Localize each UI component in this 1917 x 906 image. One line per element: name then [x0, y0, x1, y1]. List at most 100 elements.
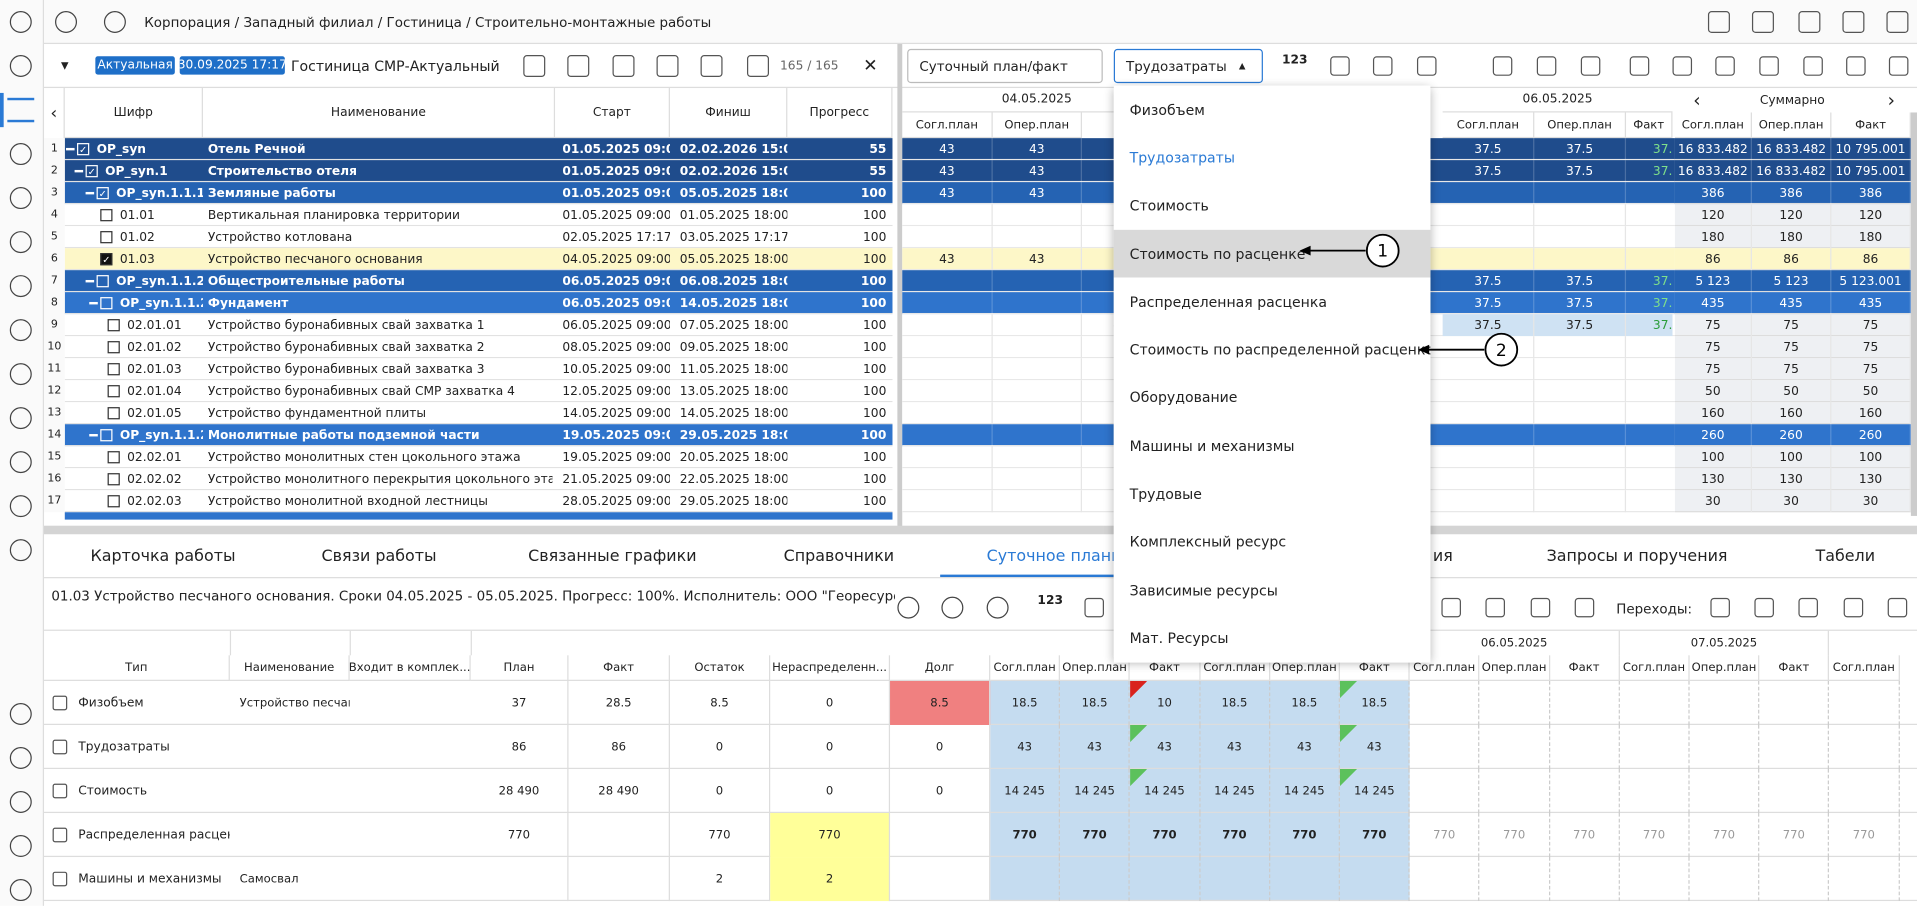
count-icon[interactable]: 123 — [1281, 53, 1308, 67]
icon[interactable] — [656, 55, 679, 78]
icon[interactable] — [1536, 56, 1557, 76]
checkbox[interactable] — [100, 429, 113, 442]
nav-icon[interactable] — [9, 275, 32, 298]
count-icon[interactable]: 123 — [1037, 593, 1063, 608]
icon[interactable] — [1843, 597, 1864, 618]
nav-icon[interactable] — [9, 451, 32, 474]
nav-icon[interactable] — [9, 319, 32, 342]
nav-icon-active[interactable] — [7, 97, 35, 123]
checkbox[interactable]: ✓ — [100, 253, 113, 266]
action-icon[interactable] — [897, 596, 920, 619]
task-row[interactable] — [64, 138, 893, 161]
icon[interactable] — [1846, 56, 1866, 76]
dropdown-item[interactable]: Стоимость — [1113, 181, 1431, 230]
icon[interactable] — [1530, 597, 1551, 618]
icon[interactable] — [1330, 56, 1350, 76]
dropdown-item[interactable]: Трудовые — [1113, 469, 1431, 518]
dropdown-item[interactable]: Зависимые ресурсы — [1113, 566, 1431, 615]
checkbox[interactable] — [96, 275, 109, 288]
task-row[interactable] — [64, 336, 893, 359]
icon[interactable] — [1798, 11, 1821, 34]
icon[interactable] — [1084, 597, 1104, 618]
checkbox[interactable] — [107, 385, 120, 398]
tab[interactable]: Связанные графики — [528, 547, 697, 566]
icon[interactable] — [1574, 597, 1595, 618]
icon[interactable] — [1485, 597, 1505, 618]
icon[interactable] — [1888, 56, 1909, 76]
nav-icon[interactable] — [9, 835, 32, 858]
task-row[interactable] — [64, 292, 893, 315]
icon[interactable] — [1672, 56, 1693, 76]
task-row[interactable] — [64, 248, 893, 271]
dropdown-item[interactable]: Комплексный ресурс — [1113, 517, 1431, 567]
checkbox[interactable] — [107, 451, 120, 464]
tab[interactable]: Табели — [1815, 547, 1876, 566]
task-row[interactable] — [64, 226, 893, 249]
dropdown-item[interactable]: Распределенная расценка — [1113, 277, 1431, 326]
tab[interactable]: ия — [1432, 547, 1453, 566]
icon[interactable] — [1441, 597, 1461, 618]
checkbox[interactable] — [107, 407, 120, 420]
checkbox[interactable] — [107, 473, 120, 486]
tab[interactable]: Справочники — [783, 547, 895, 566]
icon[interactable] — [1707, 11, 1730, 34]
tab[interactable]: Запросы и поручения — [1546, 547, 1728, 566]
nav-icon[interactable] — [9, 187, 32, 210]
icon[interactable] — [700, 55, 723, 78]
icon[interactable] — [567, 55, 590, 78]
icon[interactable] — [1886, 11, 1909, 34]
panel-toggle[interactable]: ‹ — [44, 88, 65, 139]
icon[interactable] — [1754, 597, 1774, 618]
view-select[interactable]: Суточный план/факт — [907, 48, 1103, 84]
task-row[interactable] — [64, 358, 893, 381]
nav-icon[interactable] — [9, 407, 32, 430]
icon[interactable] — [1715, 56, 1735, 76]
nav-icon[interactable] — [103, 11, 126, 34]
checkbox[interactable] — [100, 231, 113, 244]
checkbox[interactable] — [107, 495, 120, 508]
action-icon[interactable] — [986, 596, 1009, 619]
nav-icon[interactable] — [9, 231, 32, 254]
nav-icon[interactable] — [9, 143, 32, 166]
tab[interactable]: Карточка работы — [90, 547, 236, 566]
dropdown-item[interactable]: Оборудование — [1113, 373, 1431, 422]
dropdown-item[interactable]: Мат. Ресурсы — [1113, 614, 1431, 663]
icon[interactable] — [1887, 597, 1908, 618]
icon[interactable] — [523, 55, 546, 78]
icon[interactable] — [1710, 597, 1730, 618]
checkbox[interactable] — [107, 341, 120, 354]
icon[interactable] — [1492, 56, 1513, 76]
task-row[interactable] — [64, 182, 893, 205]
icon[interactable] — [1372, 56, 1393, 76]
task-row[interactable] — [64, 446, 893, 469]
icon[interactable] — [1416, 56, 1437, 76]
action-icon[interactable] — [941, 596, 964, 619]
dropdown-item[interactable]: Стоимость по расценке — [1113, 229, 1431, 278]
nav-icon[interactable] — [9, 879, 32, 902]
task-row[interactable] — [64, 380, 893, 403]
metric-select[interactable]: Трудозатраты — [1113, 48, 1263, 84]
icon[interactable] — [746, 55, 770, 78]
nav-icon[interactable] — [9, 495, 32, 518]
task-row[interactable] — [64, 160, 893, 183]
tab[interactable]: Связи работы — [321, 547, 437, 566]
icon[interactable] — [1580, 56, 1601, 76]
dropdown-item[interactable]: Машины и механизмы — [1113, 421, 1431, 470]
dropdown-item[interactable]: Трудозатраты — [1113, 133, 1431, 182]
summary-next[interactable]: › — [1887, 89, 1895, 112]
task-row[interactable] — [64, 314, 893, 337]
nav-icon[interactable] — [9, 539, 32, 562]
icon[interactable] — [1803, 56, 1823, 76]
nav-icon[interactable] — [9, 55, 32, 78]
icon[interactable] — [612, 55, 635, 78]
icon[interactable] — [1629, 56, 1650, 76]
task-row[interactable] — [64, 204, 893, 227]
icon[interactable] — [1751, 11, 1774, 34]
icon[interactable] — [1759, 56, 1779, 76]
dropdown-item[interactable]: Физобъем — [1113, 85, 1431, 134]
checkbox[interactable] — [107, 363, 120, 376]
nav-icon[interactable] — [9, 746, 32, 770]
task-row[interactable] — [64, 490, 893, 513]
checkbox[interactable] — [100, 209, 113, 222]
checkbox[interactable] — [107, 319, 120, 332]
